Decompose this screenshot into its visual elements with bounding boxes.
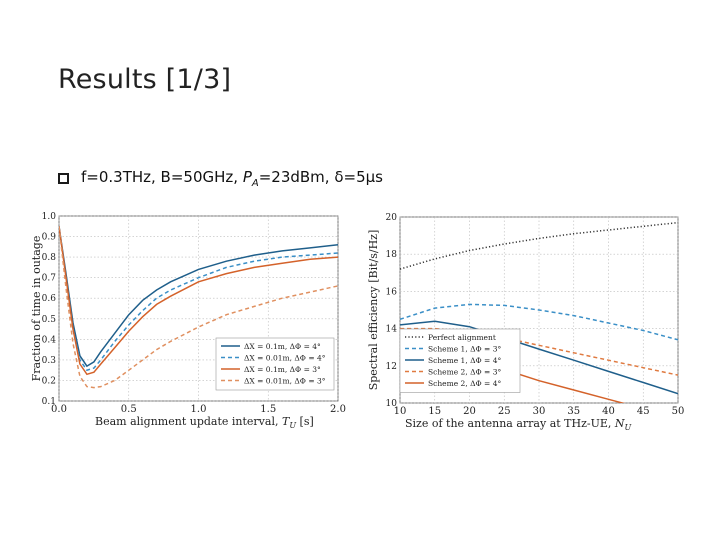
y-axis-label: Fraction of time in outage (30, 236, 43, 382)
y-tick-label: 14 (386, 325, 398, 335)
x-tick-label: 25 (498, 406, 511, 417)
bullet-suffix: =23dBm, δ=5μs (258, 168, 383, 186)
x-tick-label: 2.0 (330, 404, 346, 415)
legend-label: ΔX = 0.01m, ΔΦ = 3° (244, 377, 326, 386)
legend-label: Scheme 1, ΔΦ = 4° (428, 356, 501, 365)
y-tick-label: 0.9 (42, 233, 57, 243)
y-tick-label: 0.4 (42, 335, 57, 345)
y-tick-label: 0.3 (42, 356, 57, 366)
y-tick-label: 16 (386, 287, 398, 297)
x-axis-label-text: Size of the antenna array at THz-UE, (405, 417, 615, 430)
series-line (59, 226, 338, 368)
x-axis-label-unit: [s] (296, 415, 314, 428)
series-line (59, 226, 338, 376)
bullet-text: f=0.3THz, B=50GHz, PA=23dBm, δ=5μs (81, 168, 383, 189)
y-tick-label: 1.0 (42, 212, 57, 222)
legend-label: Scheme 1, ΔΦ = 3° (428, 345, 501, 354)
y-tick-label: 0.1 (42, 397, 56, 407)
slide-title: Results [1/3] (58, 64, 232, 95)
x-axis-label-symbol: N (614, 417, 625, 430)
x-axis-label: Beam alignment update interval, TU [s] (95, 415, 314, 430)
series-line (400, 303, 678, 341)
x-tick-label: 20 (463, 406, 476, 417)
checkbox-square-icon (58, 173, 69, 184)
series-line (400, 320, 678, 395)
legend-label: ΔX = 0.1m, ΔΦ = 3° (244, 365, 321, 374)
series-line (400, 221, 678, 270)
y-tick-label: 0.5 (42, 315, 57, 325)
x-tick-label: 40 (602, 406, 615, 417)
y-tick-label: 0.7 (42, 274, 57, 284)
legend-label: ΔX = 0.01m, ΔΦ = 4° (244, 354, 326, 363)
legend-label: Scheme 2, ΔΦ = 3° (428, 368, 501, 377)
x-tick-label: 0.0 (51, 404, 67, 415)
y-tick-label: 0.6 (42, 294, 57, 304)
y-tick-label: 0.2 (42, 376, 56, 386)
x-tick-label: 10 (394, 406, 407, 417)
outage-chart: 0.0 0.5 1.0 1.5 2.0 0.1 0.2 0.3 0.4 0.5 0.6 0.7 0.8 0… (30, 212, 346, 430)
legend-label: ΔX = 0.1m, ΔΦ = 4° (244, 342, 321, 351)
x-tick-label: 1.0 (191, 404, 207, 415)
y-tick-label: 10 (386, 399, 398, 409)
x-tick-label: 45 (637, 406, 650, 417)
series-line (400, 327, 678, 376)
bullet-item: f=0.3THz, B=50GHz, PA=23dBm, δ=5μs (58, 168, 383, 189)
series-line (59, 226, 338, 389)
y-axis-label: Spectral efficiency [Bit/s/Hz] (367, 230, 380, 391)
spectral-efficiency-chart: 10 15 20 25 30 35 40 45 50 10 12 14 16 18 20 Perfect al… (367, 213, 685, 432)
y-tick-label: 18 (386, 250, 398, 260)
x-tick-label: 1.5 (260, 404, 276, 415)
bullet-power-symbol: P (242, 168, 252, 186)
x-axis-label-sub: U (625, 423, 632, 432)
legend-label: Perfect alignment (428, 333, 496, 342)
bullet-power-sub: A (251, 178, 259, 189)
x-axis-label-symbol: T (282, 415, 291, 428)
x-axis-label: Size of the antenna array at THz-UE, NU (405, 417, 632, 432)
x-axis-label-sub: U (289, 421, 296, 430)
legend-label: Scheme 2, ΔΦ = 4° (428, 379, 501, 388)
x-tick-label: 0.5 (121, 404, 137, 415)
x-tick-label: 50 (672, 406, 685, 417)
series-line (59, 226, 338, 372)
y-tick-label: 12 (386, 362, 397, 372)
bullet-prefix: f=0.3THz, B=50GHz, (81, 168, 243, 186)
x-axis-label-text: Beam alignment update interval, (95, 415, 282, 428)
x-tick-label: 15 (428, 406, 441, 417)
y-tick-label: 0.8 (42, 253, 57, 263)
y-tick-label: 20 (386, 213, 398, 223)
x-tick-label: 30 (533, 406, 546, 417)
x-tick-label: 35 (567, 406, 580, 417)
